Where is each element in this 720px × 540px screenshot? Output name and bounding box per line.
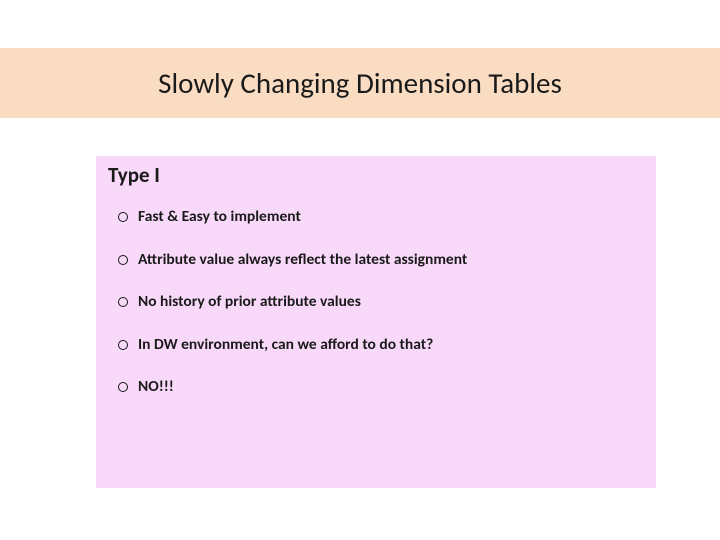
subtitle: Type I [96, 156, 656, 198]
bullet-list: Fast & Easy to implement Attribute value… [96, 198, 656, 421]
content-box: Type I Fast & Easy to implement Attribut… [96, 156, 656, 488]
list-item: In DW environment, can we afford to do t… [118, 336, 656, 379]
list-item: Fast & Easy to implement [118, 208, 656, 251]
title-band: Slowly Changing Dimension Tables [0, 48, 720, 118]
list-item: NO!!! [118, 378, 656, 421]
list-item: Attribute value always reflect the lates… [118, 251, 656, 294]
list-item: No history of prior attribute values [118, 293, 656, 336]
page-title: Slowly Changing Dimension Tables [158, 65, 562, 101]
